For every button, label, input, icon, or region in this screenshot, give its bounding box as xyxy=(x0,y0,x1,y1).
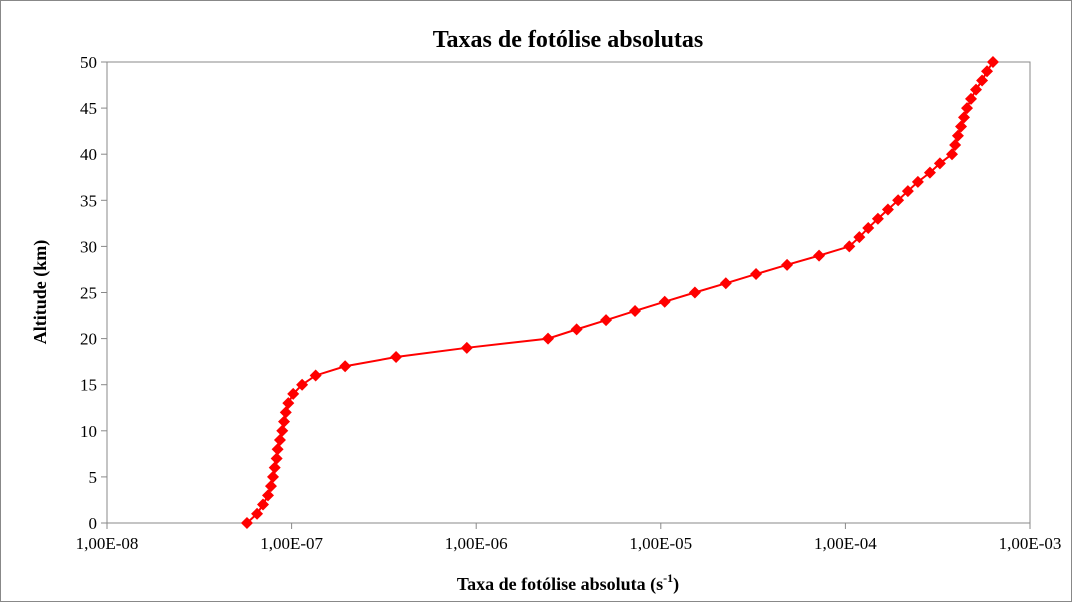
marker xyxy=(267,470,280,483)
marker xyxy=(901,185,914,198)
marker xyxy=(781,258,794,271)
marker xyxy=(719,277,732,290)
marker xyxy=(339,360,352,373)
marker xyxy=(871,212,884,225)
marker xyxy=(270,452,283,465)
marker xyxy=(262,489,275,502)
marker xyxy=(390,351,403,364)
x-tick-label: 1,00E-06 xyxy=(445,534,508,553)
y-tick-label: 35 xyxy=(80,191,97,210)
y-tick-label: 0 xyxy=(89,514,98,533)
marker xyxy=(271,443,284,456)
marker xyxy=(570,323,583,336)
y-tick-label: 5 xyxy=(89,468,98,487)
marker xyxy=(460,341,473,354)
y-tick-label: 20 xyxy=(80,330,97,349)
marker xyxy=(296,378,309,391)
marker xyxy=(949,138,962,151)
marker xyxy=(955,120,968,133)
y-tick-label: 40 xyxy=(80,145,97,164)
marker xyxy=(881,203,894,216)
marker xyxy=(892,194,905,207)
marker xyxy=(813,249,826,262)
marker xyxy=(279,406,292,419)
marker xyxy=(923,166,936,179)
marker xyxy=(309,369,322,382)
marker xyxy=(276,424,289,437)
marker xyxy=(658,295,671,308)
y-tick-label: 10 xyxy=(80,422,97,441)
marker xyxy=(961,102,974,115)
marker xyxy=(981,65,994,78)
marker xyxy=(257,498,270,511)
marker xyxy=(957,111,970,124)
x-axis-title: Taxa de fotólise absoluta (s-1) xyxy=(457,571,679,595)
marker xyxy=(287,387,300,400)
chart-title: Taxas de fotólise absolutas xyxy=(433,27,704,53)
marker xyxy=(268,461,281,474)
y-tick-label: 30 xyxy=(80,237,97,256)
marker xyxy=(251,507,264,520)
marker xyxy=(629,304,642,317)
x-tick-label: 1,00E-08 xyxy=(76,534,139,553)
x-tick-label: 1,00E-05 xyxy=(629,534,692,553)
marker xyxy=(843,240,856,253)
marker xyxy=(273,434,286,447)
marker xyxy=(911,175,924,188)
marker xyxy=(264,480,277,493)
x-tick-label: 1,00E-07 xyxy=(260,534,323,553)
marker xyxy=(933,157,946,170)
y-tick-label: 50 xyxy=(80,53,97,72)
y-tick-label: 25 xyxy=(80,284,97,303)
marker xyxy=(946,148,959,161)
marker xyxy=(986,56,999,68)
y-tick-label: 45 xyxy=(80,99,97,118)
x-tick-label: 1,00E-04 xyxy=(814,534,877,553)
marker xyxy=(278,415,291,428)
marker xyxy=(964,92,977,105)
marker xyxy=(282,397,295,410)
marker xyxy=(750,268,763,281)
marker xyxy=(240,517,253,529)
marker xyxy=(688,286,701,299)
marker xyxy=(853,231,866,244)
marker xyxy=(970,83,983,96)
marker xyxy=(862,221,875,234)
marker xyxy=(600,314,613,327)
marker xyxy=(951,129,964,142)
y-tick-label: 15 xyxy=(80,376,97,395)
marker xyxy=(542,332,555,345)
y-axis-title: Altitude (km) xyxy=(30,240,51,345)
marker xyxy=(976,74,989,87)
x-tick-label: 1,00E-03 xyxy=(999,534,1062,553)
